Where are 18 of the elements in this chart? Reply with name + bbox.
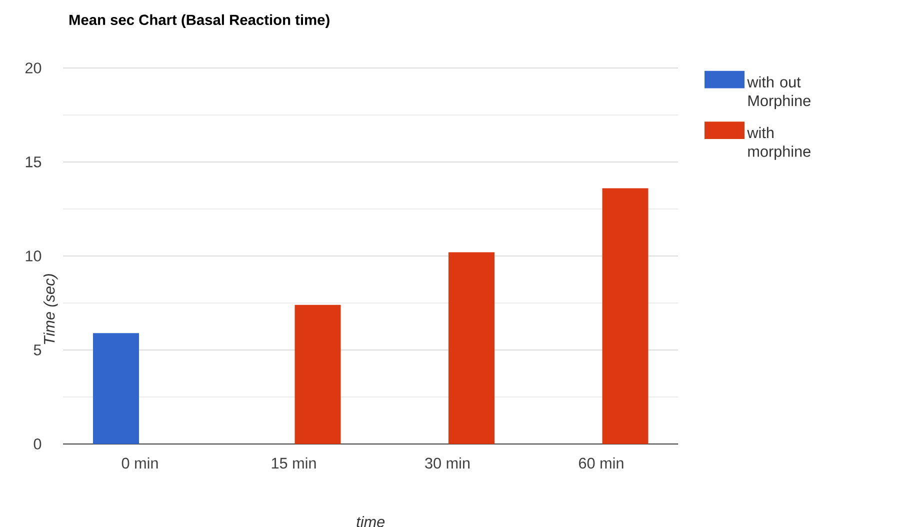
- x-tick-label: 15 min: [272, 457, 316, 469]
- legend-label: with morphine: [747, 126, 810, 160]
- chart-title: Mean sec Chart (Basal Reaction time): [69, 14, 330, 28]
- y-tick-label: 15: [26, 156, 42, 168]
- x-tick-label: 30 min: [425, 457, 470, 469]
- y-tick-label: 5: [34, 344, 42, 356]
- y-axis-title: Time (sec): [43, 274, 58, 344]
- bar: [602, 188, 648, 444]
- legend-label: with out Morphine: [747, 76, 810, 110]
- y-tick-label: 0: [34, 438, 42, 450]
- y-tick-label: 10: [26, 250, 42, 262]
- x-tick-label: 60 min: [579, 457, 624, 469]
- bar: [294, 304, 341, 444]
- bar: [93, 333, 140, 444]
- y-tick-label: 20: [25, 62, 42, 74]
- bar: [448, 252, 495, 444]
- x-axis-title: time: [356, 516, 385, 527]
- x-tick-label: 0 min: [122, 457, 158, 469]
